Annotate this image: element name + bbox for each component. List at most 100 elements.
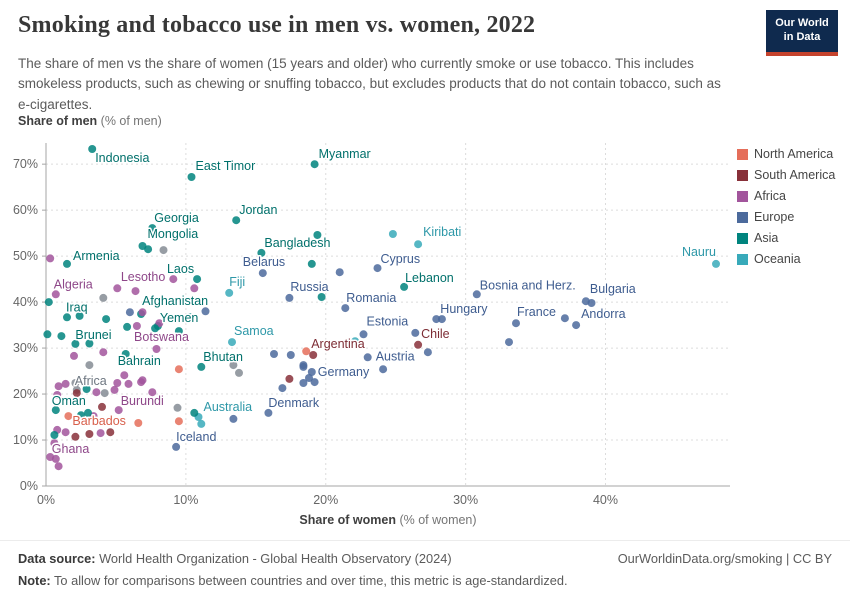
data-point[interactable]: [57, 332, 66, 341]
data-point[interactable]: [125, 308, 134, 317]
data-point[interactable]: [92, 388, 101, 397]
data-point[interactable]: [299, 362, 308, 371]
data-point[interactable]: [232, 216, 241, 225]
legend-item-oceania[interactable]: Oceania: [737, 252, 835, 266]
data-point[interactable]: [138, 376, 147, 385]
data-point[interactable]: [351, 337, 360, 346]
data-point[interactable]: [138, 308, 147, 317]
data-point[interactable]: [257, 248, 266, 257]
data-point[interactable]: [152, 345, 161, 353]
data-point[interactable]: [169, 275, 178, 284]
data-point[interactable]: [98, 402, 106, 411]
data-point[interactable]: [51, 406, 60, 415]
data-point[interactable]: [75, 311, 84, 320]
data-point[interactable]: [77, 411, 85, 420]
data-point[interactable]: [106, 428, 115, 437]
legend-item-south-america[interactable]: South America: [737, 168, 835, 182]
data-point[interactable]: [102, 315, 111, 324]
data-point[interactable]: [285, 374, 294, 383]
data-point[interactable]: [134, 419, 143, 427]
data-point[interactable]: [72, 389, 81, 398]
data-point[interactable]: [307, 259, 316, 268]
data-point[interactable]: [432, 315, 441, 324]
data-point[interactable]: [44, 298, 53, 307]
data-point[interactable]: [423, 348, 432, 357]
data-point[interactable]: [278, 384, 287, 393]
data-point[interactable]: [63, 313, 71, 322]
data-point[interactable]: [46, 254, 55, 263]
data-point[interactable]: [148, 224, 157, 233]
data-point[interactable]: [159, 246, 168, 255]
legend-item-europe[interactable]: Europe: [737, 210, 835, 224]
data-point[interactable]: [61, 428, 70, 437]
data-point[interactable]: [132, 322, 141, 330]
data-point[interactable]: [84, 408, 92, 417]
data-point[interactable]: [99, 293, 108, 302]
data-point[interactable]: [113, 379, 122, 387]
data-point[interactable]: [46, 453, 55, 461]
data-point[interactable]: [123, 322, 132, 331]
data-point[interactable]: [71, 379, 80, 387]
data-point[interactable]: [54, 382, 63, 391]
data-point[interactable]: [201, 307, 210, 316]
data-point[interactable]: [388, 230, 397, 238]
data-point[interactable]: [190, 408, 199, 417]
data-point[interactable]: [51, 290, 60, 299]
data-point[interactable]: [197, 419, 206, 428]
data-point[interactable]: [50, 439, 59, 448]
data-point[interactable]: [472, 290, 481, 299]
data-point[interactable]: [174, 327, 183, 336]
data-point[interactable]: [414, 240, 423, 249]
data-point[interactable]: [309, 351, 318, 359]
data-point[interactable]: [50, 431, 59, 439]
data-point[interactable]: [85, 430, 94, 438]
data-point[interactable]: [400, 282, 409, 291]
data-point[interactable]: [310, 378, 319, 387]
data-point[interactable]: [114, 406, 123, 415]
data-point[interactable]: [99, 348, 108, 357]
data-point[interactable]: [120, 371, 129, 380]
legend-item-asia[interactable]: Asia: [737, 231, 835, 245]
data-point[interactable]: [305, 374, 313, 382]
data-point[interactable]: [363, 353, 372, 362]
data-point[interactable]: [78, 396, 87, 405]
data-point[interactable]: [187, 173, 196, 181]
data-point[interactable]: [63, 259, 71, 268]
data-point[interactable]: [113, 284, 122, 293]
data-point[interactable]: [270, 350, 278, 358]
data-point[interactable]: [302, 347, 311, 356]
data-point[interactable]: [121, 350, 130, 358]
data-point[interactable]: [225, 288, 234, 297]
data-point[interactable]: [414, 340, 423, 349]
data-point[interactable]: [151, 324, 160, 333]
data-point[interactable]: [572, 321, 581, 330]
data-point[interactable]: [505, 338, 513, 347]
data-point[interactable]: [310, 160, 319, 169]
data-point[interactable]: [82, 385, 91, 393]
data-point[interactable]: [307, 368, 316, 376]
data-point[interactable]: [96, 429, 105, 438]
data-point[interactable]: [285, 293, 294, 302]
data-point[interactable]: [148, 388, 157, 397]
data-point[interactable]: [61, 379, 70, 388]
data-point[interactable]: [197, 362, 206, 371]
data-point[interactable]: [587, 299, 596, 307]
data-point[interactable]: [437, 315, 446, 324]
data-point[interactable]: [313, 231, 322, 239]
data-point[interactable]: [235, 368, 243, 377]
data-point[interactable]: [100, 389, 109, 398]
data-point[interactable]: [264, 408, 273, 417]
data-point[interactable]: [186, 313, 195, 322]
data-point[interactable]: [193, 275, 202, 284]
data-point[interactable]: [88, 145, 97, 153]
data-point[interactable]: [335, 268, 344, 277]
data-point[interactable]: [258, 269, 267, 278]
data-point[interactable]: [53, 391, 62, 399]
data-point[interactable]: [85, 361, 94, 370]
data-point[interactable]: [359, 330, 368, 339]
data-point[interactable]: [110, 385, 119, 394]
data-point[interactable]: [85, 339, 94, 348]
data-point[interactable]: [173, 403, 182, 412]
data-point[interactable]: [71, 432, 80, 441]
data-point[interactable]: [43, 330, 52, 339]
